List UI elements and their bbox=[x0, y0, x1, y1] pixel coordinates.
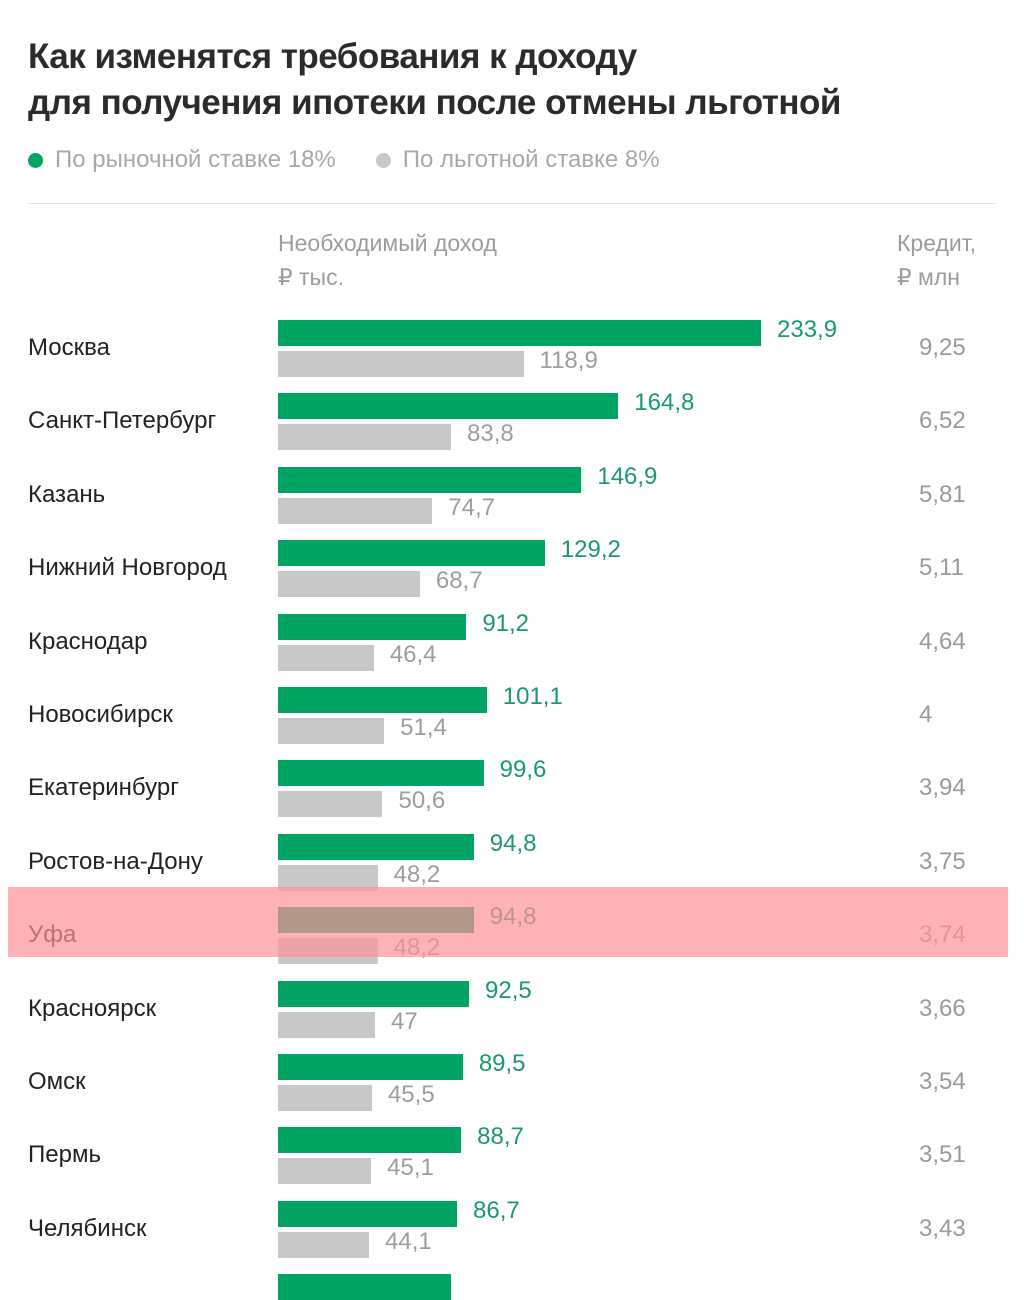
data-label-preferential: 83,8 bbox=[467, 420, 514, 448]
data-label-market: 146,9 bbox=[597, 462, 658, 490]
bar-market bbox=[278, 907, 474, 934]
data-label-preferential: 45,1 bbox=[387, 1154, 434, 1182]
bar-market bbox=[278, 613, 467, 640]
legend-item-market: По рыночной ставке 18% bbox=[28, 146, 336, 174]
income-column-header-line-1: Необходимый доход bbox=[278, 230, 497, 256]
data-label-preferential: 74,7 bbox=[448, 493, 495, 521]
bar-market bbox=[278, 760, 484, 787]
category-label: Омск bbox=[28, 1068, 86, 1095]
credit-value: 3,54 bbox=[919, 1068, 966, 1095]
legend-dot-market-icon bbox=[28, 152, 43, 168]
category-label: Краснодар bbox=[28, 627, 148, 655]
category-label: Пермь bbox=[28, 1141, 101, 1169]
credit-column-header-line-2: ₽ млн bbox=[897, 264, 960, 290]
bar-market bbox=[278, 393, 619, 420]
credit-value: 5,81 bbox=[919, 480, 966, 508]
credit-value: 3,75 bbox=[919, 847, 966, 875]
category-label: Нижний Новгород bbox=[28, 554, 227, 582]
category-label: Москва bbox=[28, 334, 110, 361]
bar-preferential bbox=[278, 644, 374, 671]
data-label-market: 99,6 bbox=[499, 756, 547, 784]
credit-value: 4 bbox=[919, 701, 933, 728]
bar-preferential bbox=[278, 571, 420, 598]
credit-value: 6,52 bbox=[919, 407, 966, 435]
bar-preferential bbox=[278, 1158, 372, 1185]
category-label: Ростов-на-Дону bbox=[28, 847, 203, 875]
bar-preferential bbox=[278, 351, 524, 377]
category-label: Екатеринбург bbox=[28, 774, 179, 802]
legend-label-preferential: По льготной ставке 8% bbox=[402, 146, 660, 173]
data-label-preferential: 118,9 bbox=[539, 347, 598, 374]
bar-preferential bbox=[278, 938, 378, 965]
credit-value: 4,64 bbox=[919, 627, 966, 655]
chart-title-line-2: для получения ипотеки после отмены льгот… bbox=[28, 83, 841, 122]
bar-market bbox=[278, 980, 469, 1007]
bar-preferential bbox=[278, 864, 378, 891]
data-label-market: 164,8 bbox=[634, 389, 695, 417]
data-label-preferential: 48,2 bbox=[393, 860, 441, 888]
bar-market bbox=[278, 1127, 462, 1154]
data-label-market: 233,9 bbox=[777, 316, 838, 343]
data-label-preferential: 51,4 bbox=[400, 714, 447, 741]
credit-value: 3,74 bbox=[919, 921, 966, 949]
income-column-header-line-2: ₽ тыс. bbox=[278, 264, 344, 290]
data-label-preferential: 45,5 bbox=[387, 1081, 435, 1108]
bar-preferential bbox=[278, 1011, 376, 1038]
data-label-market: 129,2 bbox=[560, 536, 621, 564]
data-label-preferential: 48,2 bbox=[393, 934, 441, 962]
bar-market-partial bbox=[278, 1274, 452, 1300]
data-label-market: 91,2 bbox=[482, 609, 530, 637]
category-label: Новосибирск bbox=[28, 701, 173, 728]
category-label: Санкт-Петербург bbox=[28, 407, 217, 435]
bar-preferential bbox=[278, 497, 433, 524]
data-label-preferential: 46,4 bbox=[389, 640, 437, 668]
credit-column-header-line-1: Кредит, bbox=[897, 230, 977, 256]
income-column-header: Необходимый доход ₽ тыс. bbox=[278, 226, 497, 294]
data-label-market: 94,8 bbox=[489, 829, 537, 857]
header-divider bbox=[28, 203, 996, 204]
legend-label-market: По рыночной ставке 18% bbox=[55, 146, 336, 173]
data-label-market: 88,7 bbox=[477, 1123, 524, 1151]
bar-market bbox=[278, 540, 545, 567]
data-label-preferential: 50,6 bbox=[398, 787, 446, 815]
data-label-market: 86,7 bbox=[473, 1196, 520, 1224]
credit-column-header: Кредит, ₽ млн bbox=[897, 226, 976, 294]
credit-value: 9,25 bbox=[919, 334, 966, 361]
bar-preferential bbox=[278, 791, 383, 818]
data-label-preferential: 47 bbox=[391, 1007, 418, 1035]
category-label: Уфа bbox=[28, 921, 77, 949]
legend-item-preferential: По льготной ставке 8% bbox=[375, 146, 660, 174]
category-label: Челябинск bbox=[28, 1214, 147, 1242]
credit-value: 5,11 bbox=[919, 554, 964, 582]
credit-value: 3,66 bbox=[919, 994, 966, 1022]
credit-value: 3,51 bbox=[919, 1141, 966, 1169]
data-label-market: 94,8 bbox=[489, 903, 537, 931]
bar-market bbox=[278, 466, 582, 493]
bar-preferential bbox=[278, 424, 452, 451]
credit-value: 3,94 bbox=[919, 774, 966, 802]
category-label: Казань bbox=[28, 480, 106, 508]
legend: По рыночной ставке 18% По льготной ставк… bbox=[28, 146, 700, 174]
category-label: Красноярск bbox=[28, 994, 157, 1022]
data-label-preferential: 44,1 bbox=[385, 1227, 432, 1255]
chart-title: Как изменятся требования к доходу для по… bbox=[28, 34, 841, 126]
bar-market bbox=[278, 1200, 458, 1227]
bar-preferential bbox=[278, 718, 385, 744]
legend-dot-preferential-icon bbox=[375, 152, 391, 168]
bar-market bbox=[278, 833, 474, 860]
bar-preferential bbox=[278, 1085, 372, 1111]
bar-market bbox=[278, 320, 761, 346]
data-label-market: 92,5 bbox=[485, 976, 532, 1004]
bar-market bbox=[278, 1054, 463, 1080]
bar-market bbox=[278, 687, 487, 713]
data-label-market: 89,5 bbox=[478, 1050, 526, 1077]
data-label-preferential: 68,7 bbox=[435, 567, 483, 595]
chart-title-line-1: Как изменятся требования к доходу bbox=[28, 37, 637, 76]
data-label-market: 101,1 bbox=[502, 683, 563, 710]
credit-value: 3,43 bbox=[919, 1214, 966, 1242]
bar-preferential bbox=[278, 1231, 370, 1258]
